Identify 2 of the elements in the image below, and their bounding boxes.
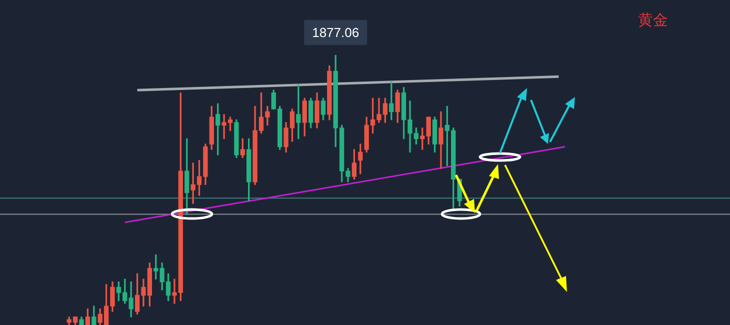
- annotation: 1877.06: [312, 25, 360, 40]
- text: 黄金: [638, 11, 668, 30]
